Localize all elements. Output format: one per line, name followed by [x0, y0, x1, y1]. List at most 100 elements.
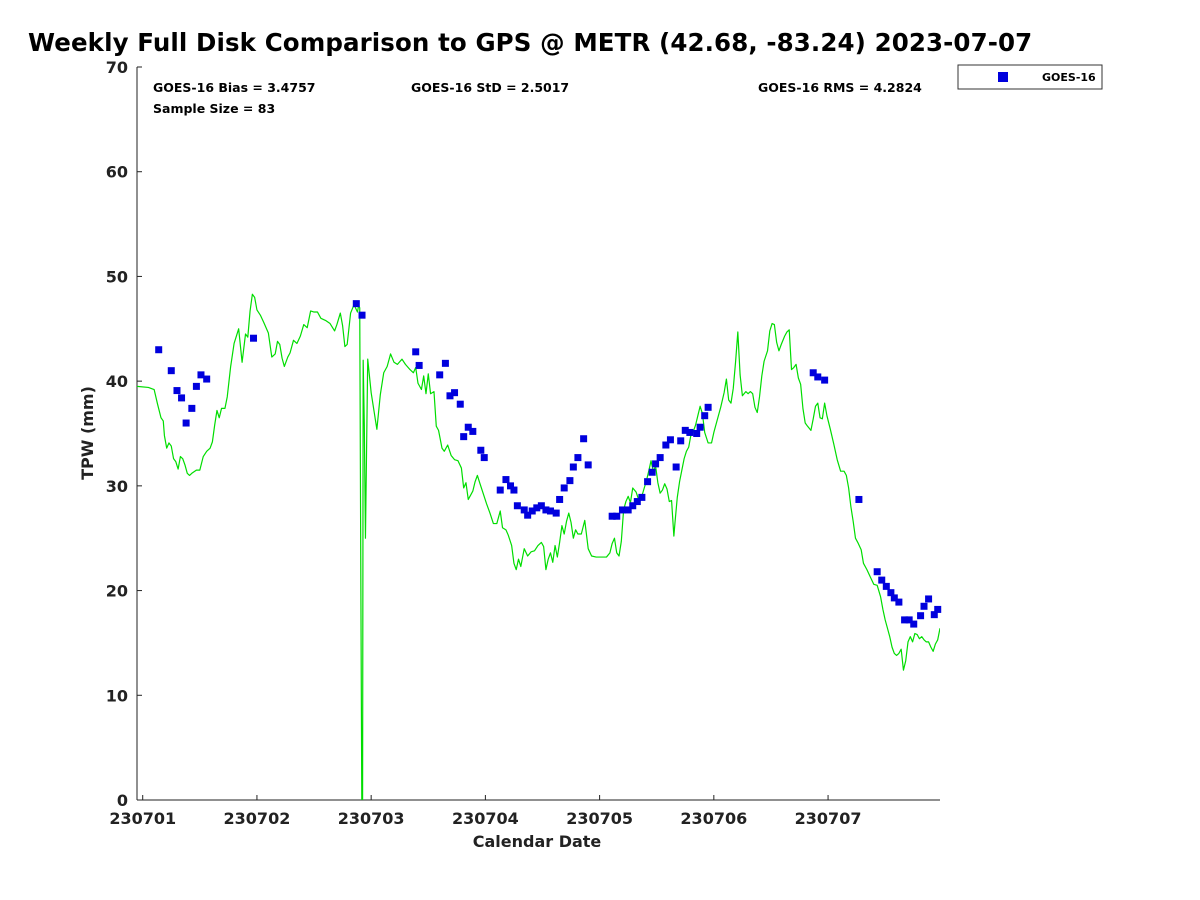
goes16-point [814, 373, 822, 381]
goes16-point [469, 427, 477, 435]
y-tick-label: 0 [117, 791, 128, 810]
x-tick-label: 230702 [224, 809, 291, 828]
goes16-point [910, 620, 918, 628]
goes16-point [456, 400, 464, 408]
x-axis-label: Calendar Date [473, 832, 602, 851]
goes16-point [930, 611, 938, 619]
goes16-point [677, 437, 685, 445]
goes16-point [477, 446, 485, 454]
goes16-point [878, 576, 886, 584]
goes16-point [446, 392, 454, 400]
goes16-point [352, 300, 360, 308]
goes16-point [693, 430, 701, 437]
goes16-point [934, 605, 942, 613]
sample-size-stat: Sample Size = 83 [153, 101, 275, 116]
goes16-point [855, 495, 863, 503]
goes16-point [552, 509, 560, 517]
goes16-point [412, 348, 420, 356]
goes16-point [887, 589, 895, 597]
goes16-point [672, 463, 680, 471]
y-tick-label: 20 [106, 582, 128, 601]
goes16-point [809, 369, 817, 377]
goes16-point [415, 361, 423, 369]
goes16-point [537, 502, 545, 510]
goes16-point [569, 463, 577, 471]
legend-marker [998, 72, 1008, 82]
goes16-point [167, 367, 175, 375]
goes16-point [155, 346, 163, 354]
chart-title: Weekly Full Disk Comparison to GPS @ MET… [28, 28, 1033, 57]
goes16-point [566, 477, 574, 485]
goes16-point [873, 568, 881, 576]
bias-stat: GOES-16 Bias = 3.4757 [153, 80, 315, 95]
goes16-point [182, 419, 190, 427]
goes16-point [662, 441, 670, 449]
gps-line-layer [137, 293, 940, 800]
goes16-point [901, 616, 909, 624]
goes16-point [178, 394, 186, 402]
goes16-point [546, 507, 554, 515]
goes16-point [652, 460, 660, 468]
goes16-point [173, 387, 181, 395]
goes16-point [451, 389, 459, 397]
goes16-point [681, 426, 689, 434]
x-tick-label: 230706 [680, 809, 747, 828]
goes16-point [638, 493, 646, 501]
goes16-point [513, 502, 521, 510]
y-tick-label: 70 [106, 58, 128, 77]
goes16-point [882, 582, 890, 590]
goes16-point [574, 454, 582, 462]
goes16-point [556, 495, 564, 503]
goes16-point [917, 612, 925, 620]
y-tick-label: 60 [106, 163, 128, 182]
legend-label: GOES-16 [1042, 71, 1096, 84]
goes16-point [520, 506, 528, 514]
y-tick-label: 10 [106, 686, 128, 705]
goes16-point [920, 602, 928, 610]
goes16-point [441, 359, 449, 367]
goes16-point [633, 498, 641, 506]
x-tick-label: 230705 [566, 809, 633, 828]
gps-tpw-line [137, 293, 940, 800]
goes16-point [203, 375, 211, 383]
goes16-point [648, 468, 656, 476]
x-tick-label: 230707 [795, 809, 862, 828]
goes16-point [250, 334, 258, 342]
x-tick-label: 230704 [452, 809, 519, 828]
goes16-point [480, 454, 488, 462]
goes16-point [584, 461, 592, 469]
goes16-point [502, 476, 510, 484]
std-stat: GOES-16 StD = 2.5017 [411, 80, 569, 95]
goes16-point [925, 595, 933, 603]
legend-box [957, 64, 1103, 90]
y-tick-label: 40 [106, 372, 128, 391]
goes16-point [533, 504, 541, 512]
goes16-point [701, 412, 709, 420]
goes16-point [629, 502, 637, 510]
goes16-point [460, 433, 468, 441]
goes16-point [644, 478, 652, 486]
goes16-point [666, 436, 674, 444]
goes16-point [704, 403, 712, 411]
y-axis-label: TPW (mm) [78, 386, 97, 480]
goes16-point [560, 484, 568, 492]
goes16-point [618, 506, 626, 514]
goes16-point [580, 435, 588, 443]
goes16-point [436, 371, 444, 379]
goes16-point [895, 598, 903, 606]
goes16-point [656, 454, 664, 462]
goes16-point [496, 486, 504, 494]
goes16-point [613, 512, 621, 520]
goes16-point [510, 486, 518, 494]
goes16-point [524, 511, 532, 519]
goes16-point [542, 506, 550, 514]
goes16-point [686, 428, 694, 436]
y-tick-label: 50 [106, 267, 128, 286]
goes16-point [608, 512, 616, 520]
goes16-point [905, 616, 913, 624]
x-tick-label: 230703 [338, 809, 405, 828]
goes16-points-layer [155, 300, 942, 628]
x-tick-label: 230701 [109, 809, 176, 828]
goes16-point [821, 376, 829, 384]
